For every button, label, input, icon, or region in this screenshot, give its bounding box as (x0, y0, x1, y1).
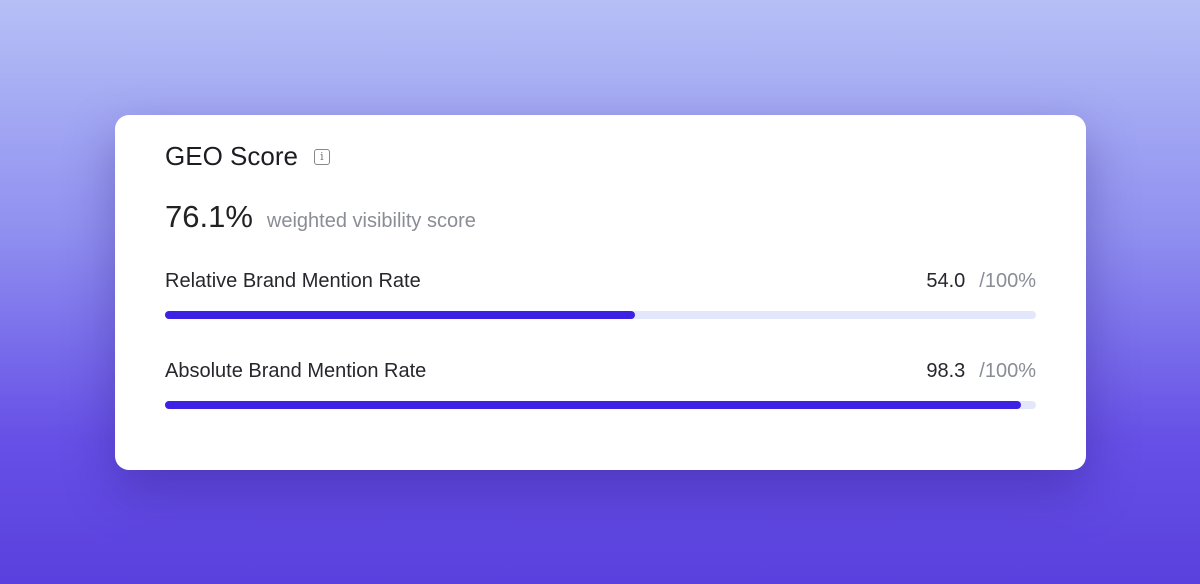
card-title: GEO Score (165, 141, 298, 171)
score-label: weighted visibility score (266, 210, 476, 232)
progress-fill (165, 311, 636, 319)
metric-value: 98.3/100% (926, 360, 1036, 383)
card-header: GEO Score i (165, 141, 330, 172)
geo-score-card: GEO Score i 76.1% weighted visibility sc… (115, 115, 1086, 470)
progress-track (165, 311, 1036, 319)
metric-label: Absolute Brand Mention Rate (165, 360, 427, 382)
progress-fill (165, 401, 1022, 409)
info-icon[interactable]: i (313, 148, 330, 165)
metric-max: /100% (979, 360, 1036, 382)
metric-number: 54.0 (926, 270, 966, 292)
metric-number: 98.3 (926, 360, 966, 382)
progress-track (165, 401, 1036, 409)
metric-label: Relative Brand Mention Rate (165, 270, 421, 292)
metric-value: 54.0/100% (926, 270, 1036, 293)
score-summary: 76.1% weighted visibility score (165, 199, 476, 235)
score-value: 76.1% (165, 199, 253, 234)
metric-max: /100% (979, 270, 1036, 292)
